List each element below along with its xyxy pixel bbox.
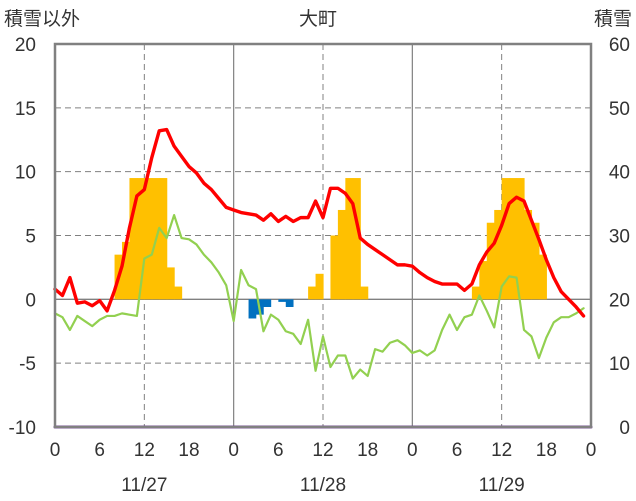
snow-bar: [486, 222, 495, 300]
green-line: [53, 213, 585, 380]
left-tick-label: 20: [15, 35, 36, 56]
plot-frame: [53, 42, 593, 429]
snow-bar: [166, 267, 175, 300]
right-tick-label: 30: [609, 227, 630, 248]
date-label: 11/29: [479, 475, 525, 496]
red-line: [53, 127, 586, 318]
x-tick-label: 6: [452, 440, 463, 461]
snow-bar: [360, 286, 369, 300]
left-tick-label: 15: [15, 99, 36, 120]
right-tick-label: 20: [609, 290, 630, 311]
snow-depth-bars: [114, 178, 547, 300]
snow-bar: [337, 209, 346, 300]
x-tick-label: 12: [491, 440, 512, 461]
right-axis-title: 積雪: [594, 8, 632, 30]
left-axis-ticks: -10 -5 0 5 10 15 20: [9, 35, 36, 439]
blue-bar: [263, 299, 272, 307]
snow-bar: [144, 178, 153, 300]
x-tick-label: 0: [50, 440, 61, 461]
snow-bar: [136, 178, 145, 300]
x-tick-label: 18: [357, 440, 378, 461]
left-tick-label: 5: [25, 227, 36, 248]
right-tick-label: 0: [619, 418, 630, 439]
snow-bar: [122, 241, 131, 300]
x-tick-label: 0: [586, 440, 597, 461]
left-tick-label: -10: [9, 418, 36, 439]
snow-bar: [538, 254, 547, 300]
date-label: 11/27: [121, 475, 167, 496]
left-tick-label: -5: [19, 354, 36, 375]
snow-bar: [531, 222, 540, 300]
snow-bar: [174, 286, 183, 300]
snow-bar: [315, 273, 324, 300]
right-tick-label: 50: [609, 99, 630, 120]
x-tick-label: 6: [273, 440, 284, 461]
snow-bar: [524, 209, 533, 300]
right-tick-label: 10: [609, 354, 630, 375]
x-tick-label: 18: [178, 440, 199, 461]
snow-bar: [159, 178, 168, 300]
plot-border: [53, 42, 593, 429]
right-tick-label: 60: [609, 35, 630, 56]
left-tick-label: 0: [25, 290, 36, 311]
right-axis-ticks: 0 10 20 30 40 50 60: [609, 35, 630, 439]
snow-bar: [471, 286, 480, 300]
snow-bar: [129, 178, 138, 300]
snow-bar: [330, 235, 339, 300]
snow-bar: [352, 178, 361, 300]
left-tick-label: 10: [15, 163, 36, 184]
snow-bar: [494, 209, 503, 300]
x-tick-label: 12: [134, 440, 155, 461]
chart-title: 大町: [299, 8, 337, 30]
date-labels: 11/27 11/28 11/29: [121, 475, 524, 496]
x-tick-label: 12: [312, 440, 333, 461]
x-tick-label: 0: [228, 440, 239, 461]
snow-bar: [509, 178, 518, 300]
snow-bar: [501, 178, 510, 300]
x-tick-label: 18: [536, 440, 557, 461]
snow-bar: [345, 178, 354, 300]
x-axis-ticks: 0 6 12 18 0 6 12 18 0 6 12 18 0: [50, 440, 597, 461]
red-series: [53, 127, 586, 318]
blue-bar: [248, 299, 257, 319]
snow-bar: [516, 178, 525, 300]
x-tick-label: 0: [407, 440, 418, 461]
blue-bar: [285, 299, 294, 307]
green-series: [53, 213, 585, 380]
blue-bar: [278, 299, 287, 302]
snow-bar: [308, 286, 317, 300]
left-axis-title: 積雪以外: [4, 8, 80, 30]
snow-bar: [479, 261, 488, 300]
date-label: 11/28: [300, 475, 346, 496]
x-tick-label: 6: [94, 440, 105, 461]
right-tick-label: 40: [609, 163, 630, 184]
